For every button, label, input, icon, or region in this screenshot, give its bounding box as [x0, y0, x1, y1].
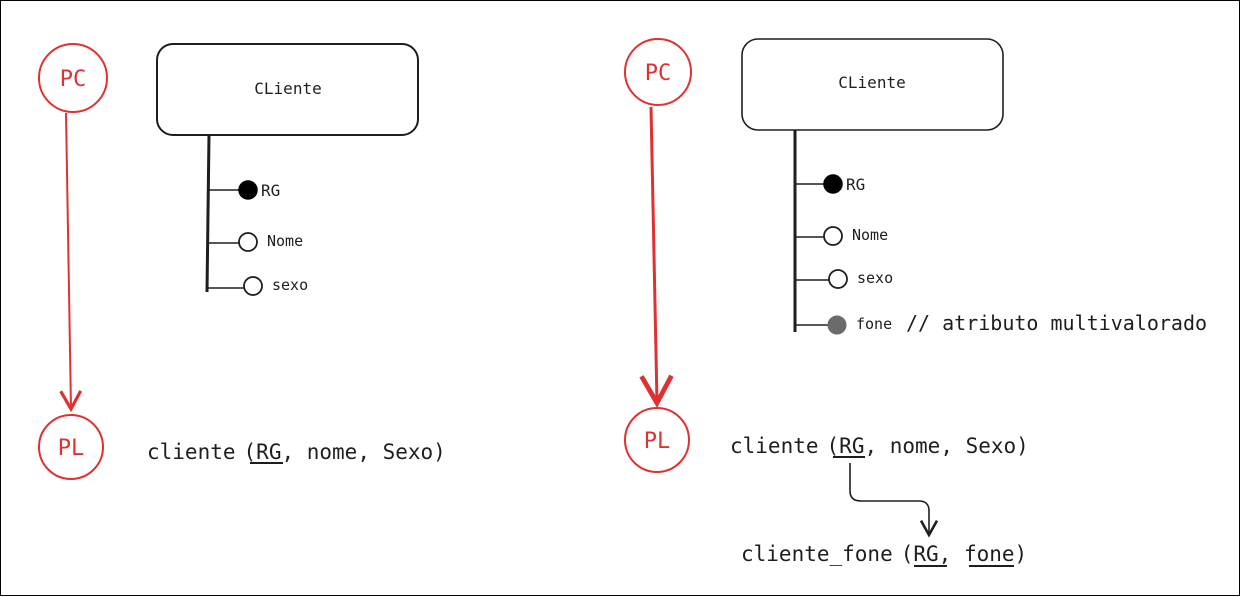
- simple-attribute-icon: [243, 276, 263, 296]
- foreign-key-arrow: [849, 463, 939, 538]
- right-attribute-label: sexo: [857, 269, 893, 287]
- left-attribute-label: Nome: [267, 232, 303, 250]
- right-attribute-fone: fone: [795, 315, 892, 335]
- left-attribute-sexo: sexo: [208, 276, 308, 296]
- derived-relation-name: cliente_fone: [741, 542, 893, 566]
- right-entity-box: CLiente: [741, 38, 1004, 131]
- left-pl-label: PL: [58, 436, 85, 461]
- key-attribute-icon: [823, 174, 843, 194]
- derived-relation-separator: ,: [939, 542, 964, 566]
- left-pc-node: PC: [38, 43, 108, 113]
- right-pc-label: PC: [645, 61, 672, 86]
- left-pc-to-pl-arrow: [59, 112, 83, 413]
- right-attribute-nome: Nome: [795, 226, 888, 246]
- left-attribute-label: sexo: [272, 276, 308, 294]
- left-entity-box: CLiente: [156, 43, 419, 136]
- derived-relation-text: cliente_fone (RG, fone): [741, 542, 1027, 566]
- key-attribute-icon: [238, 180, 258, 200]
- derived-relation-close-paren: ): [1015, 542, 1028, 566]
- simple-attribute-icon: [823, 226, 843, 246]
- multivalued-annotation: // atributo multivalorado: [906, 311, 1207, 335]
- derived-relation-open-paren: (: [901, 542, 914, 566]
- left-pl-node: PL: [38, 414, 104, 480]
- derived-relation-key1: RG: [913, 542, 938, 566]
- right-attribute-rg: RG: [795, 174, 865, 194]
- right-attribute-sexo: sexo: [795, 269, 893, 289]
- right-entity-name: CLiente: [838, 73, 905, 92]
- left-attribute-rg: RG: [208, 180, 280, 200]
- left-entity-name: CLiente: [254, 79, 321, 98]
- relation-rest: , nome, Sexo): [281, 440, 445, 464]
- relation-key: RG: [256, 440, 281, 464]
- derived-relation-key2: fone: [964, 542, 1015, 566]
- simple-attribute-icon: [828, 269, 848, 289]
- left-attribute-nome: Nome: [208, 232, 303, 252]
- simple-attribute-icon: [238, 232, 258, 252]
- relation-name: cliente: [147, 440, 236, 464]
- right-attribute-label: Nome: [852, 226, 888, 244]
- relation-key: RG: [839, 434, 864, 458]
- left-relation-text: cliente (RG, nome, Sexo): [147, 440, 446, 464]
- right-pc-to-pl-arrow: [639, 106, 674, 408]
- left-attribute-trunk: [205, 134, 211, 293]
- right-relation-text: cliente (RG, nome, Sexo): [730, 434, 1029, 458]
- multivalued-attribute-icon: [827, 315, 847, 335]
- relation-name: cliente: [730, 434, 819, 458]
- relation-open-paren: (: [827, 434, 840, 458]
- left-pc-label: PC: [60, 67, 87, 92]
- left-attribute-label: RG: [261, 181, 280, 200]
- right-pl-node: PL: [624, 407, 690, 473]
- right-pl-label: PL: [644, 429, 671, 454]
- right-attribute-label: RG: [846, 175, 865, 194]
- relation-open-paren: (: [244, 440, 257, 464]
- relation-rest: , nome, Sexo): [864, 434, 1028, 458]
- right-attribute-label: fone: [856, 315, 892, 333]
- right-pc-node: PC: [624, 38, 692, 106]
